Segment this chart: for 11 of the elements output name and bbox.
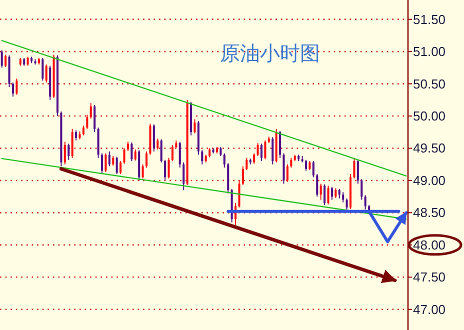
y-tick-label: 48.00 (413, 237, 446, 252)
y-tick-label: 49.00 (413, 172, 446, 188)
y-tick-label: 49.50 (413, 140, 446, 156)
y-tick-label: 47.00 (413, 302, 446, 317)
y-tick-label: 47.50 (413, 270, 446, 285)
y-tick-label: 50.50 (413, 76, 446, 92)
y-tick-label: 48.50 (413, 205, 446, 220)
text: 原油小时图 (220, 41, 320, 65)
y-tick-label: 51.00 (413, 44, 446, 60)
y-tick-label: 51.50 (413, 12, 446, 27)
y-tick-label: 50.00 (413, 108, 446, 124)
